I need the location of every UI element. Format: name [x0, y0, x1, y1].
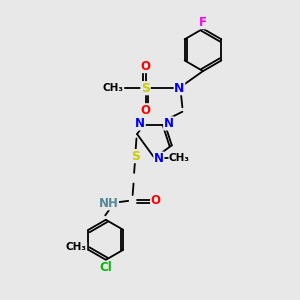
Text: O: O: [151, 194, 160, 207]
Text: N: N: [154, 152, 164, 165]
Text: CH₃: CH₃: [103, 83, 124, 93]
Text: O: O: [141, 104, 151, 117]
Text: S: S: [131, 150, 140, 163]
Text: O: O: [141, 60, 151, 73]
Text: N: N: [174, 82, 184, 95]
Text: CH₃: CH₃: [169, 153, 190, 163]
Text: N: N: [135, 117, 145, 130]
Text: N: N: [164, 117, 174, 130]
Text: NH: NH: [99, 197, 118, 210]
Text: Cl: Cl: [100, 261, 112, 274]
Text: S: S: [141, 82, 150, 95]
Text: CH₃: CH₃: [66, 242, 87, 253]
Text: F: F: [199, 16, 207, 29]
